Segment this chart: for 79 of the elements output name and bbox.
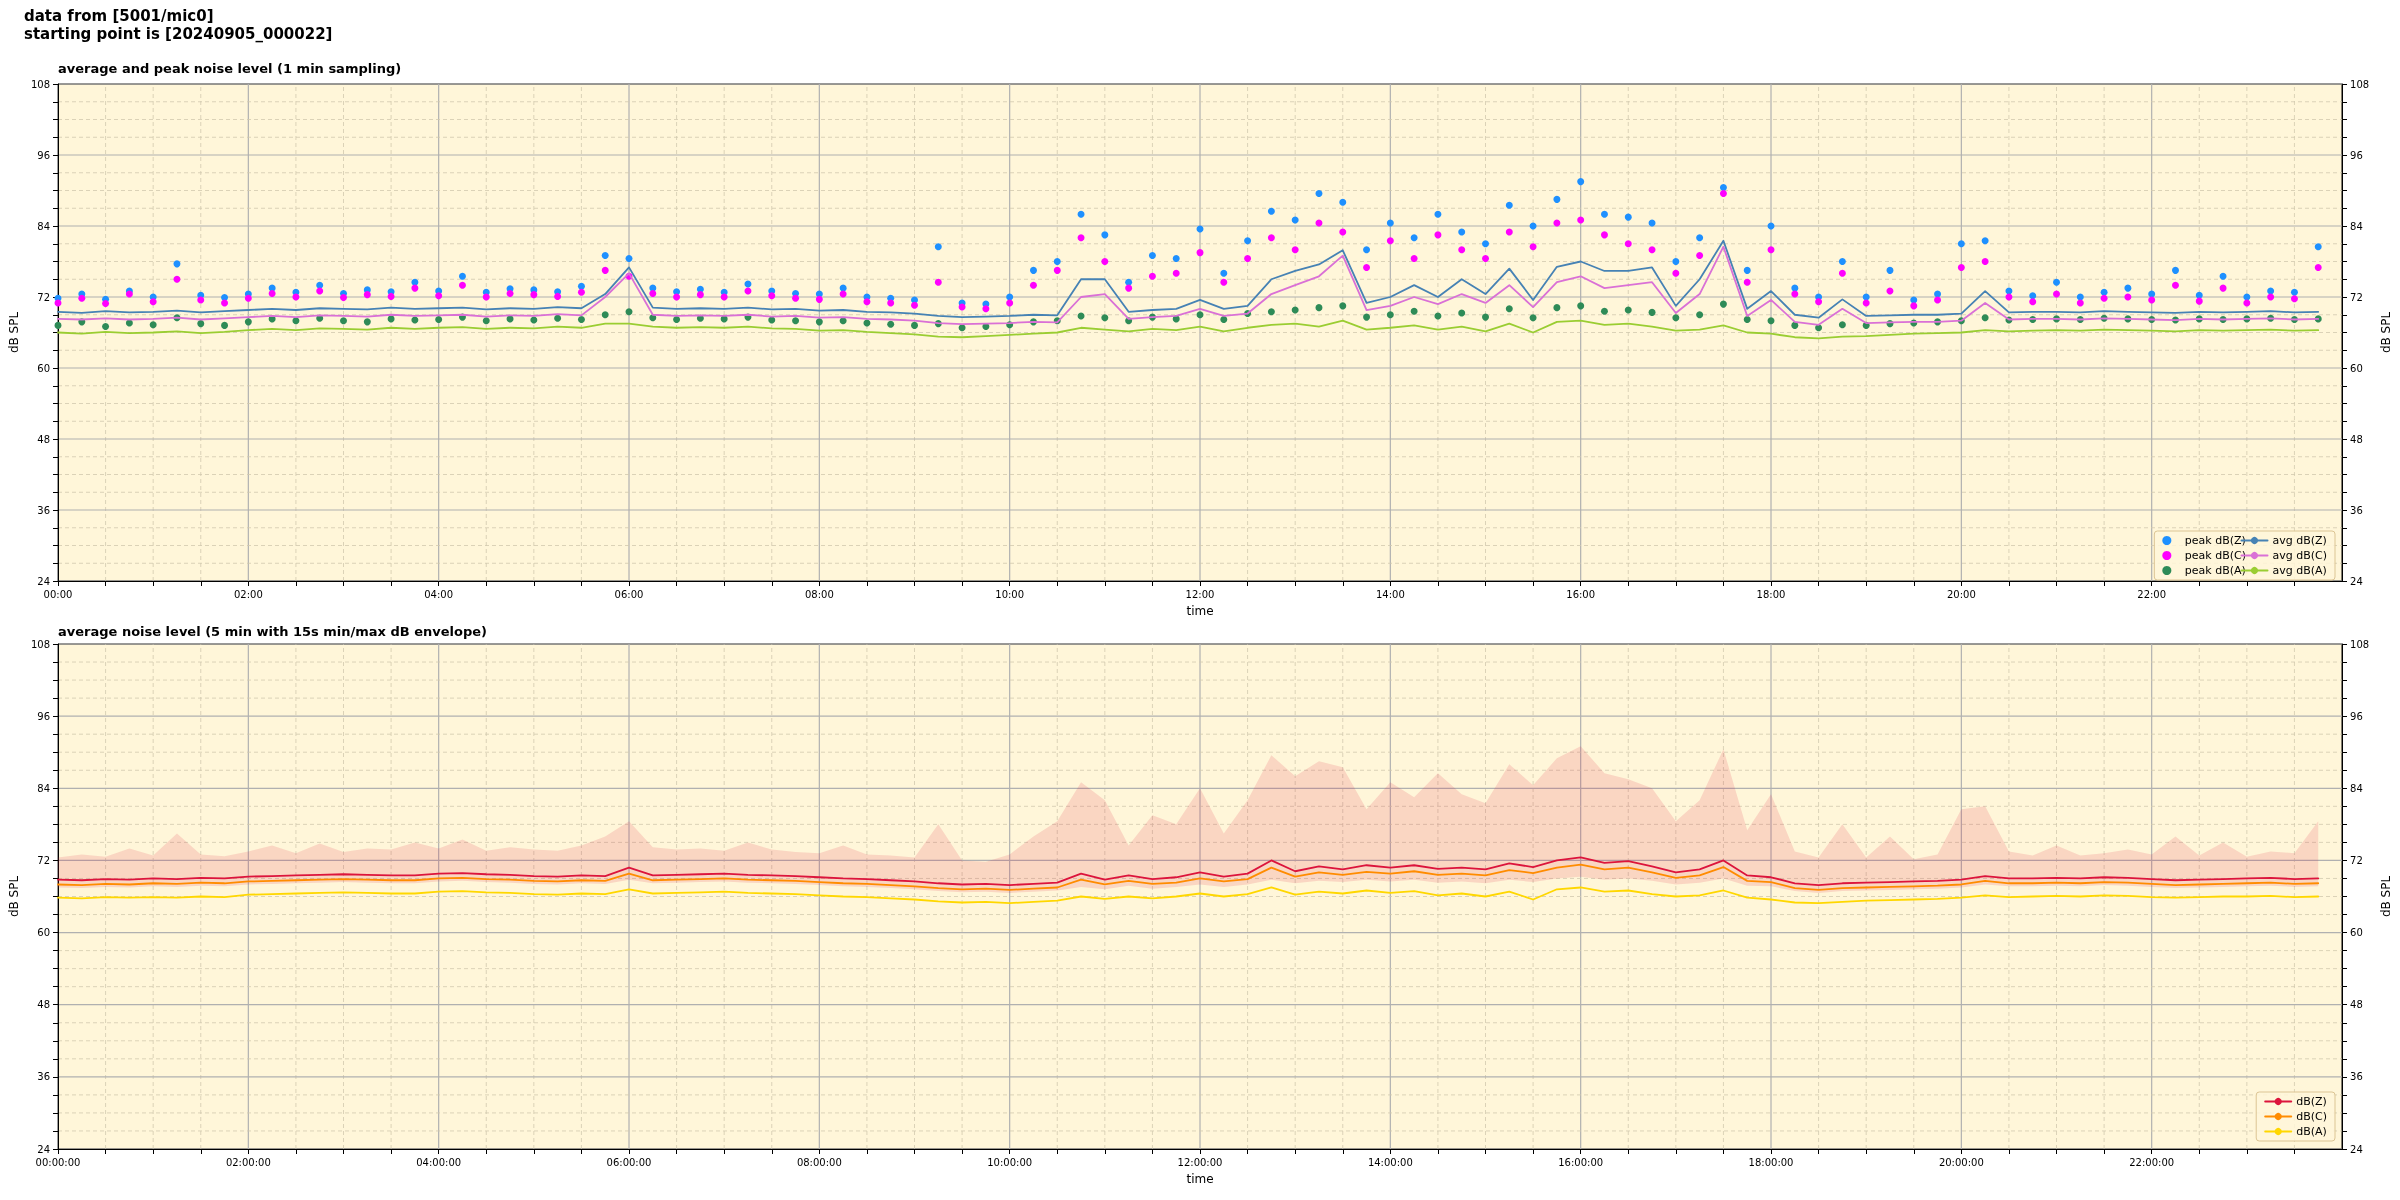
y2-tick-label: 60 (2350, 927, 2363, 939)
x-tick-label: 18:00:00 (1748, 1156, 1794, 1168)
x-axis-title: time (1186, 1172, 1214, 1186)
legend-label: peak dB(C) (2184, 549, 2246, 562)
y-axis-title: dB SPL (7, 311, 22, 354)
line-series (57, 863, 2320, 891)
y-tick-label: 108 (30, 638, 50, 650)
y-tick-label: 48 (37, 999, 50, 1011)
x-tick-label: 20:00 (1946, 588, 1976, 600)
y-tick-label: 60 (37, 362, 50, 374)
y-axis-title: dB SPL (7, 875, 22, 918)
x-tick-label: 04:00 (424, 588, 454, 600)
x-tick-label: 04:00:00 (416, 1156, 462, 1168)
y2-tick-label: 72 (2350, 854, 2363, 866)
y2-tick-label: 36 (2350, 1071, 2363, 1083)
x-tick-label: 12:00:00 (1177, 1156, 1223, 1168)
line-series (57, 886, 2320, 905)
y-tick-label: 72 (37, 291, 50, 303)
x-tick-label: 16:00:00 (1558, 1156, 1604, 1168)
y-tick-label: 60 (37, 927, 50, 939)
x-tick-label: 00:00 (43, 588, 73, 600)
y2-axis-title: dB SPL (2379, 311, 2393, 354)
y-tick-label: 24 (37, 1143, 50, 1155)
y2-tick-label: 96 (2350, 149, 2363, 161)
y-tick-label: 96 (37, 710, 50, 722)
y2-tick-label: 84 (2350, 220, 2363, 232)
line-series (57, 319, 2320, 340)
x-tick-label: 06:00:00 (606, 1156, 652, 1168)
y-tick-label: 36 (37, 1071, 50, 1083)
x-tick-label: 08:00:00 (796, 1156, 842, 1168)
x-tick-label: 14:00:00 (1367, 1156, 1413, 1168)
y2-tick-label: 108 (2350, 638, 2370, 650)
x-tick-label: 12:00 (1185, 588, 1215, 600)
y2-tick-label: 96 (2350, 710, 2363, 722)
y2-tick-label: 72 (2350, 291, 2363, 303)
y2-tick-label: 84 (2350, 782, 2363, 794)
y2-tick-label: 48 (2350, 999, 2363, 1011)
text: starting point is [20240905_000022] (24, 24, 333, 43)
x-tick-label: 10:00:00 (987, 1156, 1033, 1168)
y2-tick-label: 48 (2350, 433, 2363, 445)
x-tick-label: 02:00:00 (225, 1156, 271, 1168)
chart-title: average and peak noise level (1 min sampling) (58, 61, 402, 76)
y-tick-label: 48 (37, 433, 50, 445)
x-tick-label: 16:00 (1566, 588, 1596, 600)
legend-label: dB(A) (2296, 1125, 2327, 1138)
y-tick-label: 96 (37, 149, 50, 161)
y-tick-label: 108 (30, 78, 50, 90)
legend-label: peak dB(A) (2184, 564, 2246, 577)
x-tick-label: 18:00 (1756, 588, 1786, 600)
y-tick-label: 36 (37, 504, 50, 516)
line-series (57, 856, 2320, 886)
y-tick-label: 84 (37, 782, 50, 794)
legend-label: avg dB(A) (2272, 564, 2327, 577)
y2-axis-title: dB SPL (2379, 875, 2393, 918)
y2-tick-label: 24 (2350, 1143, 2363, 1155)
y2-tick-label: 60 (2350, 362, 2363, 374)
legend-label: dB(C) (2296, 1110, 2327, 1123)
legend-label: avg dB(C) (2272, 549, 2328, 562)
x-tick-label: 02:00 (233, 588, 263, 600)
y-tick-label: 84 (37, 220, 50, 232)
legend-label: peak dB(Z) (2184, 534, 2246, 547)
x-tick-label: 22:00 (2137, 588, 2167, 600)
y2-tick-label: 24 (2350, 575, 2363, 587)
x-tick-label: 10:00 (995, 588, 1025, 600)
x-tick-label: 00:00:00 (35, 1156, 81, 1168)
y2-tick-label: 108 (2350, 78, 2370, 90)
x-tick-label: 14:00 (1375, 588, 1405, 600)
text: data from [5001/mic0] (24, 6, 214, 25)
y-tick-label: 24 (37, 575, 50, 587)
x-tick-label: 20:00:00 (1938, 1156, 1984, 1168)
legend-label: avg dB(Z) (2272, 534, 2327, 547)
x-axis-title: time (1186, 604, 1214, 618)
y2-tick-label: 36 (2350, 504, 2363, 516)
chart-title: average noise level (5 min with 15s min/max dB envelope) (58, 624, 488, 639)
x-tick-label: 22:00:00 (2129, 1156, 2175, 1168)
x-tick-label: 06:00 (614, 588, 644, 600)
legend-label: dB(Z) (2296, 1095, 2327, 1108)
y-tick-label: 72 (37, 854, 50, 866)
x-tick-label: 08:00 (804, 588, 834, 600)
